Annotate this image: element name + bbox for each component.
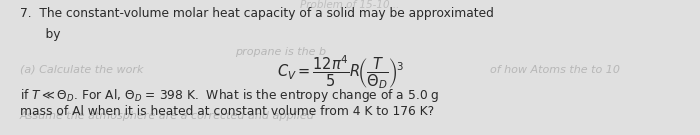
Text: (a) Calculate the work: (a) Calculate the work [20, 65, 144, 75]
Text: Problem of 15-10...: Problem of 15-10... [300, 0, 400, 10]
Text: of how Atoms the to 10: of how Atoms the to 10 [490, 65, 620, 75]
Text: by: by [30, 28, 60, 41]
Text: propane is the b: propane is the b [235, 47, 326, 57]
Text: mass of Al when it is heated at constant volume from 4 K to 176 K?: mass of Al when it is heated at constant… [20, 105, 434, 118]
Text: Assume the atmosphere are a corrected and applied: Assume the atmosphere are a corrected an… [20, 111, 315, 121]
Text: $C_V = \dfrac{12\pi^4}{5}R\!\left(\dfrac{T}{\Theta_D}\right)^{\!3}$: $C_V = \dfrac{12\pi^4}{5}R\!\left(\dfrac… [276, 53, 403, 91]
Text: 7.  The constant-volume molar heat capacity of a solid may be approximated: 7. The constant-volume molar heat capaci… [20, 7, 494, 20]
Text: if $T \ll \Theta_D$. For Al, $\Theta_D$ = 398 K.  What is the entropy change of : if $T \ll \Theta_D$. For Al, $\Theta_D$ … [20, 87, 440, 104]
